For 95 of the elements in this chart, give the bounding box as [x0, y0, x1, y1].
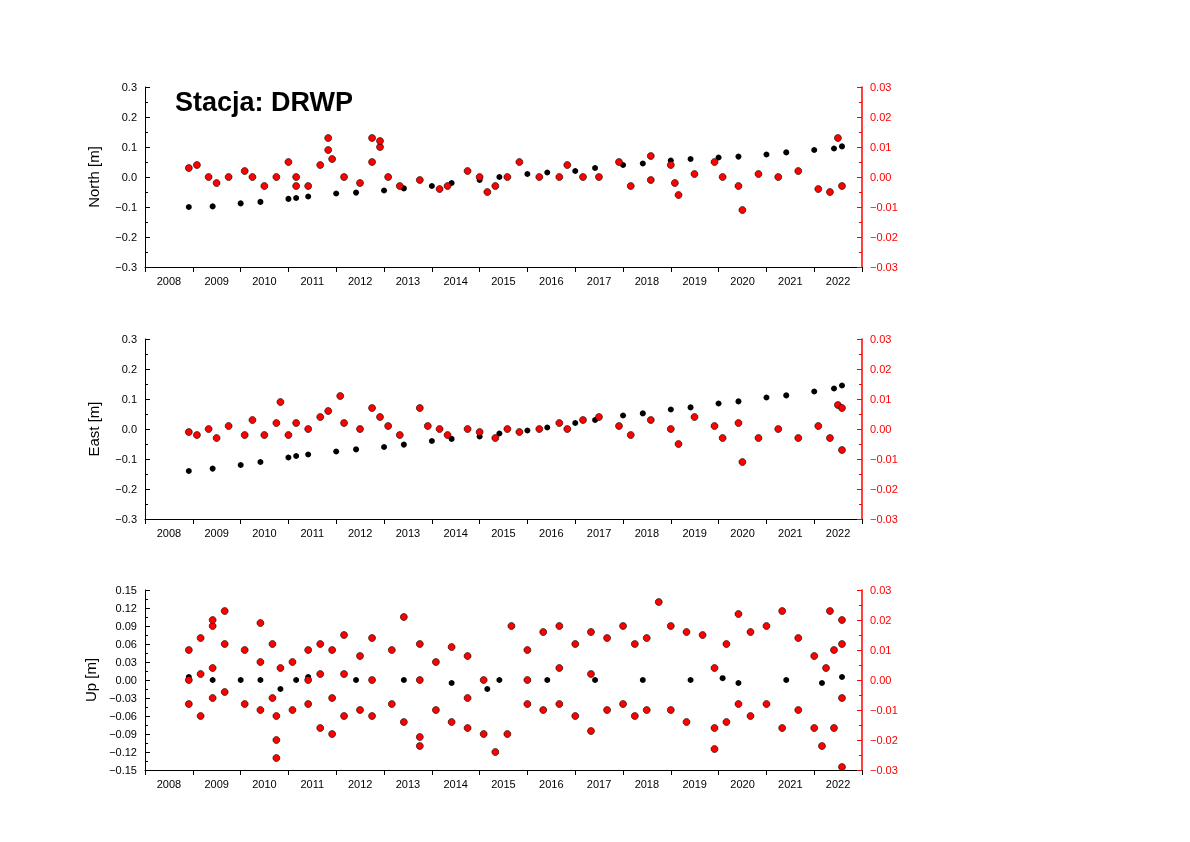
- y2-tick-label: −0.01: [870, 704, 898, 716]
- y-tick-label: −0.2: [115, 231, 137, 243]
- y-tick-label: 0.15: [115, 584, 137, 596]
- y2-tick-label: −0.03: [870, 764, 898, 776]
- y2-tick-label: 0.02: [870, 362, 892, 375]
- y2-tick-label: −0.02: [870, 734, 898, 746]
- x-tick-label: 2016: [539, 526, 564, 538]
- y2-tick-label: −0.02: [870, 482, 898, 495]
- x-tick-label: 2014: [443, 777, 468, 790]
- y-axis-title: North [m]: [85, 146, 102, 208]
- x-tick-label: 2022: [825, 526, 851, 538]
- y-tick-label: 0.1: [121, 141, 137, 153]
- y-tick-label: 0.12: [115, 602, 137, 614]
- y-tick-label: −0.15: [109, 764, 137, 776]
- x-tick-label: 2019: [682, 526, 707, 538]
- x-tick-label: 2008: [156, 526, 182, 538]
- x-tick-label: 2011: [300, 274, 325, 287]
- x-tick-label: 2009: [204, 777, 229, 790]
- y-tick-label: 0.09: [115, 620, 137, 632]
- y-tick-label: 0.2: [121, 111, 137, 123]
- y2-tick-label: −0.03: [870, 512, 898, 525]
- x-tick-label: 2008: [156, 777, 182, 790]
- y-tick-label: 0.3: [121, 81, 137, 93]
- y-tick-label: 0.03: [115, 656, 137, 668]
- x-tick-label: 2020: [730, 777, 755, 790]
- y-tick-label: 0.1: [121, 392, 137, 405]
- x-tick-label: 2012: [347, 274, 373, 287]
- y2-tick-label: −0.01: [870, 452, 898, 465]
- x-tick-label: 2021: [778, 526, 803, 538]
- x-tick-label: 2010: [252, 274, 277, 287]
- x-tick-label: 2016: [539, 777, 564, 790]
- y2-tick-label: 0.01: [870, 392, 892, 405]
- y-tick-label: −0.3: [115, 261, 137, 273]
- x-tick-label: 2010: [252, 526, 277, 538]
- x-tick-label: 2013: [395, 777, 421, 790]
- x-tick-label: 2014: [443, 526, 468, 538]
- y-tick-label: 0.06: [115, 638, 137, 650]
- x-tick-label: 2018: [634, 526, 660, 538]
- y-tick-label: 0.00: [115, 674, 137, 686]
- y-tick-label: 0.3: [121, 332, 137, 345]
- y2-tick-label: 0.01: [870, 644, 892, 656]
- x-tick-label: 2021: [778, 777, 803, 790]
- chart-title: Stacja: DRWP: [175, 86, 354, 117]
- x-tick-label: 2008: [156, 274, 182, 287]
- x-tick-label: 2019: [682, 274, 707, 287]
- x-tick-label: 2015: [491, 526, 516, 538]
- x-tick-label: 2019: [682, 777, 707, 790]
- x-tick-label: 2012: [347, 526, 373, 538]
- x-tick-label: 2015: [491, 274, 516, 287]
- y2-tick-label: −0.03: [870, 261, 898, 273]
- x-tick-label: 2017: [586, 274, 612, 287]
- x-tick-label: 2011: [300, 777, 325, 790]
- y2-tick-label: 0.00: [870, 422, 892, 435]
- x-tick-label: 2010: [252, 777, 277, 790]
- y2-tick-label: 0.02: [870, 614, 892, 626]
- x-tick-label: 2016: [539, 274, 564, 287]
- x-tick-label: 2020: [730, 526, 755, 538]
- y2-tick-label: 0.00: [870, 674, 892, 686]
- y-tick-label: −0.03: [109, 692, 137, 704]
- y2-tick-label: −0.02: [870, 231, 898, 243]
- y-axis-title: Up [m]: [82, 657, 100, 703]
- y2-tick-label: 0.03: [870, 332, 892, 345]
- y2-tick-label: 0.02: [870, 111, 892, 123]
- y2-tick-label: −0.01: [870, 201, 898, 213]
- x-tick-label: 2013: [395, 526, 421, 538]
- x-tick-label: 2012: [347, 777, 373, 790]
- y-tick-label: −0.1: [115, 452, 137, 465]
- y-tick-label: −0.12: [109, 746, 137, 758]
- y2-tick-label: 0.00: [870, 171, 892, 183]
- y-tick-label: 0.0: [121, 171, 137, 183]
- y-tick-label: −0.2: [115, 482, 137, 495]
- y-tick-label: −0.3: [115, 512, 137, 525]
- x-tick-label: 2009: [204, 274, 229, 287]
- y-tick-label: 0.2: [121, 362, 137, 375]
- x-tick-label: 2017: [586, 777, 612, 790]
- y-axis-title: East [m]: [85, 400, 102, 457]
- y2-tick-label: 0.03: [870, 584, 892, 596]
- y-tick-label: −0.06: [109, 710, 137, 722]
- x-tick-label: 2018: [634, 274, 660, 287]
- x-tick-label: 2020: [730, 274, 755, 287]
- x-tick-label: 2017: [586, 526, 612, 538]
- x-tick-label: 2022: [825, 274, 851, 287]
- y-tick-label: −0.1: [115, 201, 137, 213]
- x-tick-label: 2022: [825, 777, 851, 790]
- x-tick-label: 2013: [395, 274, 421, 287]
- x-tick-label: 2015: [491, 777, 516, 790]
- x-tick-label: 2021: [778, 274, 803, 287]
- x-tick-label: 2014: [443, 274, 468, 287]
- x-tick-label: 2018: [634, 777, 660, 790]
- y-tick-label: 0.0: [121, 422, 137, 435]
- x-tick-label: 2011: [300, 526, 325, 538]
- x-tick-label: 2009: [204, 526, 229, 538]
- y2-tick-label: 0.01: [870, 141, 892, 153]
- y2-tick-label: 0.03: [870, 81, 892, 93]
- y-tick-label: −0.09: [109, 728, 137, 740]
